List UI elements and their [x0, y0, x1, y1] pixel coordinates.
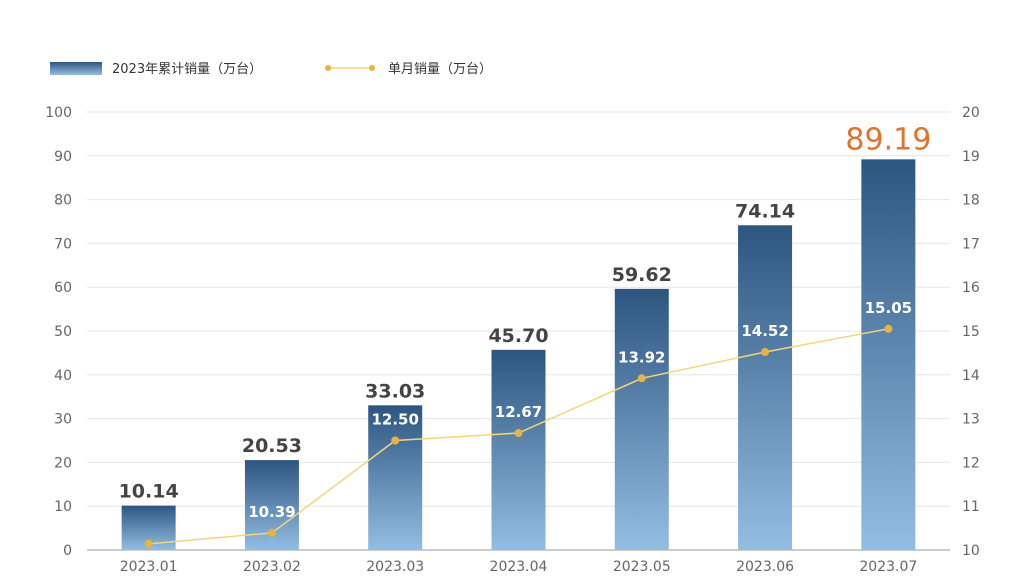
y-right-tick-label: 12	[962, 455, 980, 471]
x-tick-label: 2023.04	[490, 559, 548, 575]
legend: 2023年累计销量（万台） 单月销量（万台）	[50, 62, 492, 77]
line-marker	[267, 528, 276, 537]
y-left-tick-label: 50	[54, 324, 72, 340]
line-marker	[144, 539, 153, 548]
y-right-tick-label: 19	[962, 149, 980, 165]
y-left-tick-label: 90	[54, 149, 72, 165]
line-series	[144, 324, 893, 548]
legend-bar-swatch	[50, 62, 102, 75]
line-marker	[637, 374, 646, 383]
bar-value-label: 74.14	[735, 200, 795, 222]
line-marker	[884, 324, 893, 333]
line-value-label: 12.67	[495, 403, 542, 421]
x-tick-label: 2023.01	[120, 559, 178, 575]
x-tick-label: 2023.06	[736, 559, 794, 575]
line-value-label: 13.92	[618, 348, 665, 366]
legend-bar-label: 2023年累计销量（万台）	[112, 62, 262, 77]
y-left-tick-label: 100	[45, 105, 72, 121]
line-marker	[761, 348, 770, 357]
y-right-tick-label: 18	[962, 193, 980, 209]
y-left-tick-label: 20	[54, 455, 72, 471]
legend-line-label: 单月销量（万台）	[388, 62, 492, 77]
bar-value-label: 59.62	[612, 264, 672, 286]
y-right-tick-label: 11	[962, 499, 980, 515]
x-tick-label: 2023.07	[859, 559, 917, 575]
legend-line-marker-left	[325, 65, 331, 71]
bar	[614, 288, 669, 550]
x-tick-label: 2023.05	[613, 559, 671, 575]
x-tick-label: 2023.02	[243, 559, 301, 575]
y-axis-left: 0 10 20 30 40 50 60 70 80 90 100	[45, 105, 72, 559]
y-left-tick-label: 30	[54, 412, 72, 428]
y-left-tick-label: 60	[54, 280, 72, 296]
line-value-label: 10.39	[248, 503, 295, 521]
y-left-tick-label: 0	[63, 543, 72, 559]
bar-value-label: 45.70	[488, 325, 548, 347]
y-right-tick-label: 16	[962, 280, 980, 296]
y-right-tick-label: 13	[962, 412, 980, 428]
bar-value-label: 33.03	[365, 380, 425, 402]
bar	[861, 159, 916, 551]
y-right-tick-label: 15	[962, 324, 980, 340]
y-left-tick-label: 40	[54, 368, 72, 384]
bar	[491, 349, 546, 550]
x-tick-label: 2023.03	[366, 559, 424, 575]
line-marker	[514, 429, 523, 438]
y-left-tick-label: 10	[54, 499, 72, 515]
legend-line-marker-right	[369, 65, 375, 71]
y-right-tick-label: 17	[962, 236, 980, 252]
line-value-label: 12.50	[371, 411, 418, 429]
y-right-tick-label: 20	[962, 105, 980, 121]
y-axis-right: 10 11 12 13 14 15 16 17 18 19 20	[962, 105, 980, 559]
y-left-tick-label: 70	[54, 236, 72, 252]
y-left-tick-label: 80	[54, 193, 72, 209]
x-axis: 2023.01 2023.02 2023.03 2023.04 2023.05 2023.…	[120, 559, 918, 575]
line-value-label: 15.05	[865, 299, 912, 317]
line-value-label: 14.52	[741, 322, 788, 340]
bar-labels: 10.14 20.53 33.03 45.70 59.62 74.14 89.19	[119, 122, 932, 502]
bar-value-label-highlight: 89.19	[845, 122, 931, 157]
line-marker	[391, 436, 400, 445]
y-right-tick-label: 14	[962, 368, 980, 384]
bar-value-label: 10.14	[119, 481, 179, 503]
bar-series	[121, 159, 916, 551]
bar	[738, 225, 793, 551]
bar-value-label: 20.53	[242, 435, 302, 457]
bar	[368, 405, 423, 550]
y-right-tick-label: 10	[962, 543, 980, 559]
line-labels: 10.39 12.50 12.67 13.92 14.52 15.05	[248, 299, 912, 521]
